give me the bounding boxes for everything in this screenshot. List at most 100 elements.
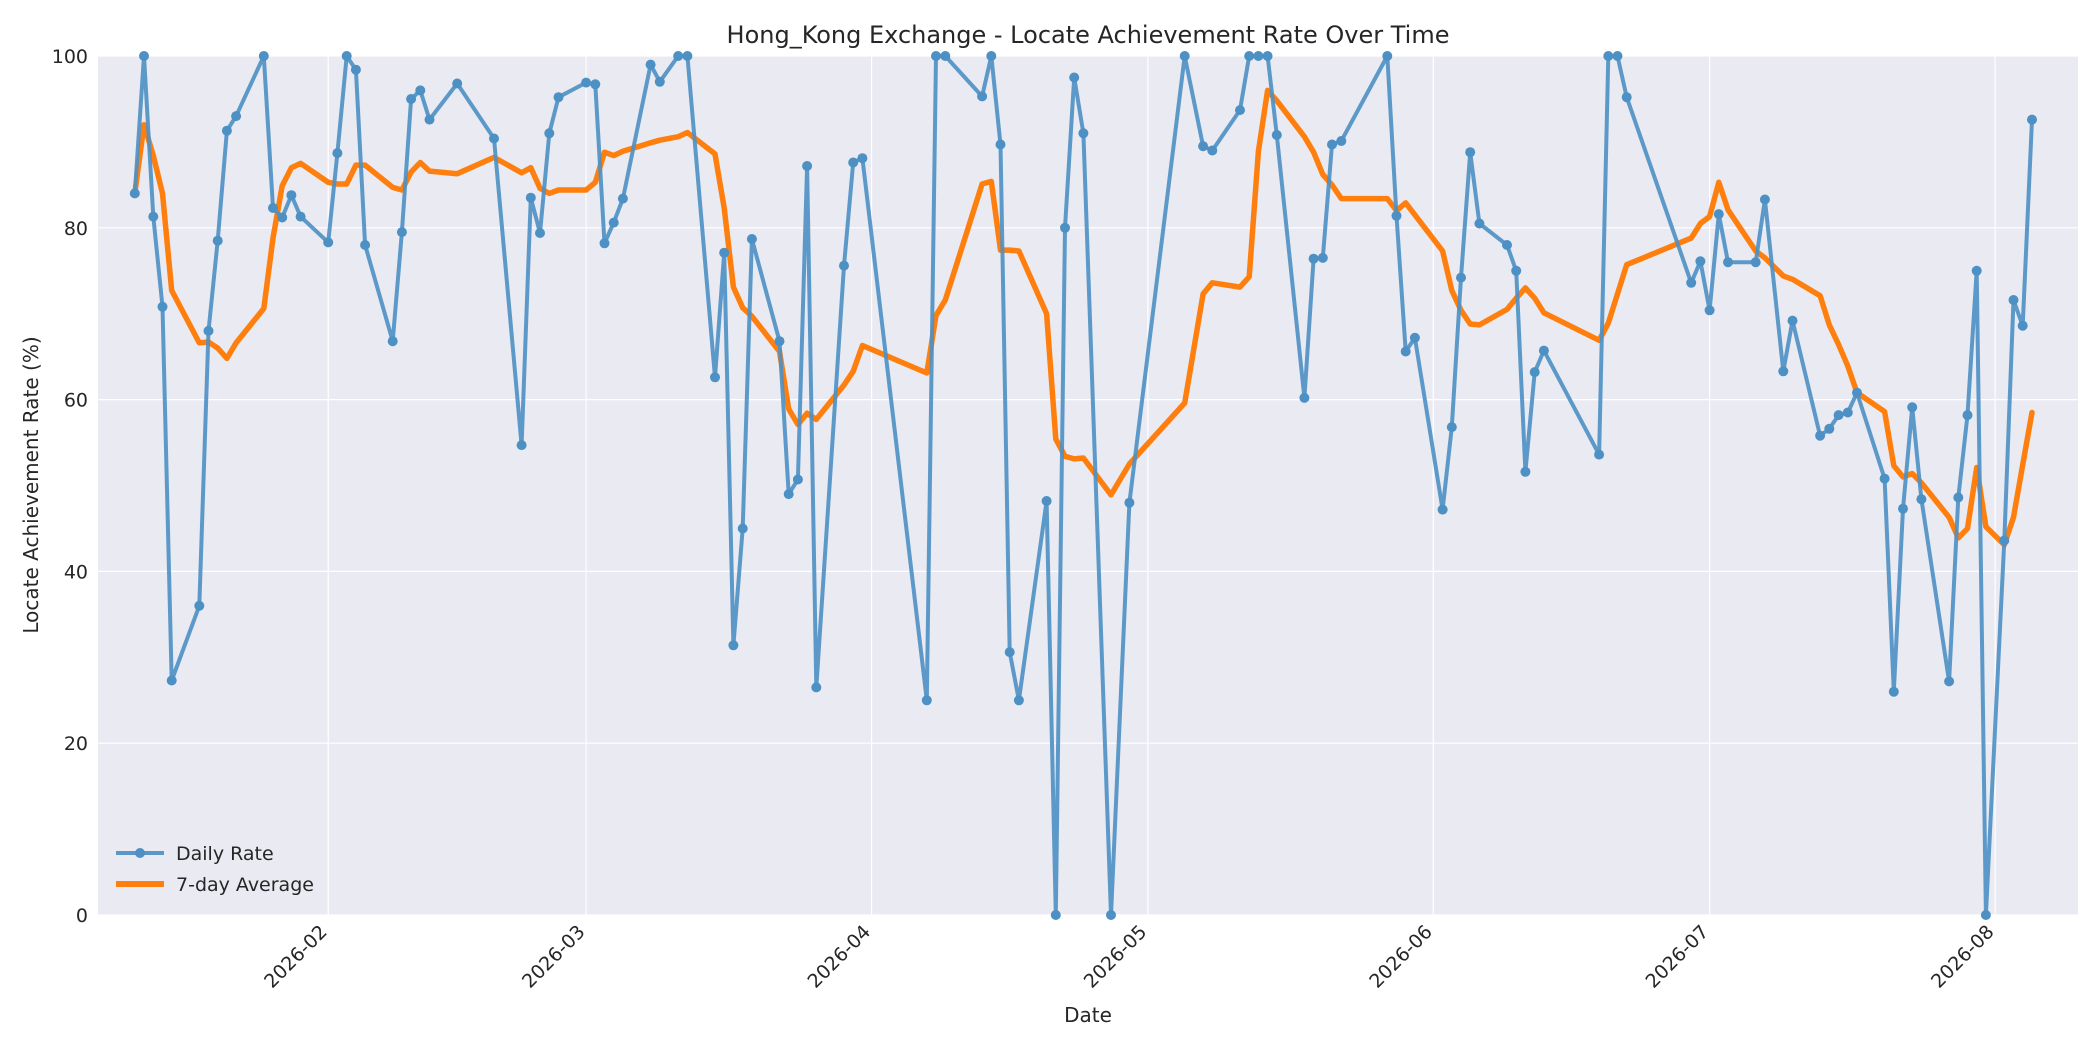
legend-average-label: 7-day Average — [176, 874, 314, 896]
daily-rate-point — [1824, 423, 1835, 434]
daily-rate-point — [1787, 315, 1798, 326]
series-7-day-average — [132, 87, 2035, 548]
x-axis-ticks: 2026-02 2026-03 2026-04 2026-05 2026-06 2026-… — [260, 921, 1999, 993]
daily-rate-point — [1262, 51, 1273, 61]
daily-rate-point — [157, 301, 168, 312]
daily-rate-point — [682, 51, 693, 61]
daily-rate-point — [1842, 407, 1853, 418]
daily-rate-point — [1244, 51, 1255, 61]
daily-rate-point — [1944, 676, 1955, 687]
daily-rate-point — [1815, 430, 1826, 441]
daily-rate-point — [995, 139, 1006, 150]
daily-rate-point — [1013, 695, 1024, 706]
daily-rate-point — [1456, 272, 1466, 283]
daily-rate-point — [1999, 535, 2010, 546]
daily-rate-point — [295, 211, 306, 222]
daily-rate-point — [1253, 51, 1264, 61]
daily-rate-point — [1336, 136, 1347, 146]
y-tick-label: 0 — [76, 905, 88, 927]
daily-rate-point — [737, 523, 748, 534]
legend-daily-label: Daily Rate — [176, 843, 274, 865]
daily-rate-point — [774, 336, 785, 347]
legend-daily-marker — [135, 848, 145, 858]
daily-rate-point — [1382, 51, 1393, 61]
x-tick-label: 2026-03 — [518, 921, 590, 993]
x-tick-label: 2026-07 — [1641, 921, 1713, 993]
daily-rate-point — [1778, 366, 1789, 377]
daily-rate-point — [1888, 686, 1899, 697]
daily-rate-point — [286, 190, 297, 201]
daily-rate-point — [489, 133, 499, 144]
daily-rate-point — [277, 212, 288, 223]
y-axis-ticks: 0 20 40 60 80 100 — [52, 46, 88, 927]
daily-rate-point — [1759, 194, 1770, 205]
series-daily-rate — [129, 51, 2037, 920]
daily-rate-point — [1078, 128, 1089, 139]
y-tick-label: 100 — [52, 46, 88, 68]
daily-rate-point — [1409, 332, 1420, 343]
daily-rate-line — [132, 54, 2034, 917]
daily-rate-point — [1750, 257, 1761, 268]
daily-rate-point — [544, 128, 555, 139]
daily-rate-point — [1502, 240, 1512, 250]
daily-rate-point — [719, 247, 730, 258]
daily-rate-point — [221, 125, 232, 136]
daily-rate-point — [940, 51, 951, 61]
daily-rate-point — [1723, 257, 1733, 268]
x-tick-label: 2026-08 — [1927, 921, 1999, 993]
daily-rate-point — [194, 600, 205, 611]
daily-rate-point — [203, 325, 214, 336]
daily-rate-point — [986, 51, 997, 61]
average-line — [132, 87, 2035, 548]
daily-rate-point — [1271, 130, 1282, 140]
daily-rate-point — [1833, 410, 1844, 421]
daily-rate-point — [1308, 253, 1319, 264]
daily-rate-point — [350, 64, 361, 75]
daily-rate-point — [406, 94, 417, 104]
daily-rate-point — [1686, 277, 1697, 288]
daily-rate-point — [2008, 295, 2019, 305]
daily-rate-point — [811, 682, 822, 693]
daily-rate-point — [1907, 402, 1918, 413]
daily-rate-point — [535, 228, 545, 238]
daily-rate-point — [1612, 51, 1623, 61]
daily-rate-point — [1391, 210, 1402, 221]
daily-rate-point — [1852, 387, 1862, 398]
daily-rate-point — [1603, 51, 1614, 61]
daily-rate-point — [1235, 105, 1245, 116]
x-axis-title: Date — [1064, 1003, 1112, 1027]
daily-rate-point — [581, 77, 592, 88]
daily-rate-point — [1879, 473, 1890, 484]
daily-rate-point — [148, 211, 159, 222]
daily-rate-point — [516, 440, 527, 451]
daily-rate-point — [1621, 92, 1632, 103]
daily-rate-point — [645, 59, 656, 70]
y-tick-label: 80 — [64, 218, 88, 240]
daily-rate-point — [1327, 139, 1337, 150]
daily-rate-point — [231, 111, 242, 122]
daily-rate-point — [848, 157, 859, 168]
daily-rate-point — [1980, 910, 1991, 920]
daily-rate-point — [1695, 256, 1706, 267]
daily-rate-point — [857, 153, 868, 164]
daily-rate-point — [728, 640, 739, 651]
daily-rate-point — [2017, 320, 2028, 331]
daily-rate-point — [1207, 145, 1218, 156]
daily-rate-point — [1916, 494, 1927, 505]
daily-rate-point — [1124, 497, 1135, 508]
daily-rate-point — [1050, 910, 1061, 920]
x-tick-label: 2026-02 — [260, 921, 332, 993]
y-tick-label: 60 — [64, 390, 88, 412]
y-tick-label: 20 — [64, 733, 88, 755]
daily-rate-point — [673, 51, 684, 61]
daily-rate-point — [921, 695, 932, 706]
daily-rate-point — [166, 675, 177, 686]
daily-rate-point — [608, 217, 619, 228]
daily-rate-point — [590, 79, 601, 90]
daily-rate-point — [839, 260, 849, 271]
daily-rate-point — [1520, 466, 1531, 477]
daily-rate-point — [525, 192, 536, 203]
daily-rate-point — [129, 188, 140, 199]
daily-rate-point — [1317, 252, 1328, 263]
daily-rate-point — [931, 51, 941, 61]
